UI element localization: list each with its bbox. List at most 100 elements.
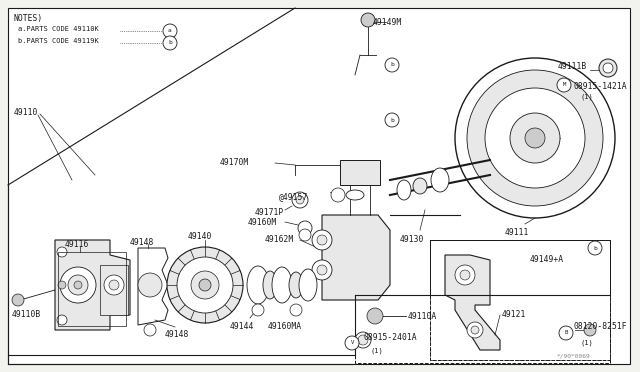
Circle shape	[68, 275, 88, 295]
Polygon shape	[322, 215, 390, 300]
Text: 49149M: 49149M	[373, 18, 403, 27]
Text: NOTES): NOTES)	[14, 14, 44, 23]
Ellipse shape	[289, 272, 303, 298]
Circle shape	[312, 260, 332, 280]
Circle shape	[559, 326, 573, 340]
Text: 49144: 49144	[230, 322, 254, 331]
Text: 08915-1421A: 08915-1421A	[573, 82, 627, 91]
Circle shape	[74, 281, 82, 289]
Circle shape	[460, 270, 470, 280]
Text: (1): (1)	[580, 340, 593, 346]
Ellipse shape	[272, 267, 292, 303]
Text: (1): (1)	[580, 93, 593, 99]
Ellipse shape	[346, 190, 364, 200]
Text: 49162M: 49162M	[265, 235, 294, 244]
Polygon shape	[445, 255, 500, 350]
Bar	[430, 240, 610, 360]
Circle shape	[167, 247, 243, 323]
Ellipse shape	[263, 271, 277, 299]
Circle shape	[57, 247, 67, 257]
Circle shape	[292, 192, 308, 208]
Text: 49149+A: 49149+A	[530, 255, 564, 264]
Circle shape	[510, 113, 560, 163]
Circle shape	[485, 88, 585, 188]
Circle shape	[467, 70, 603, 206]
Circle shape	[367, 308, 383, 324]
Text: @49157: @49157	[279, 192, 308, 201]
Circle shape	[177, 257, 233, 313]
Text: */90*0069: */90*0069	[556, 353, 590, 358]
Circle shape	[109, 280, 119, 290]
Polygon shape	[138, 248, 168, 325]
Circle shape	[163, 24, 177, 38]
Circle shape	[603, 63, 613, 73]
Circle shape	[58, 281, 66, 289]
Circle shape	[467, 322, 483, 338]
Text: a: a	[168, 29, 172, 33]
Text: 49110A: 49110A	[408, 312, 437, 321]
Text: 49160MA: 49160MA	[268, 322, 302, 331]
Text: b: b	[390, 62, 394, 67]
Text: B: B	[564, 330, 568, 336]
Ellipse shape	[413, 178, 427, 194]
Text: 49116: 49116	[65, 240, 90, 249]
Text: b: b	[390, 118, 394, 122]
Text: 49110: 49110	[14, 108, 38, 117]
Circle shape	[557, 78, 571, 92]
Ellipse shape	[397, 180, 411, 200]
Bar	[100, 265, 128, 315]
Text: 49148: 49148	[165, 330, 189, 339]
Text: 49111B: 49111B	[558, 62, 588, 71]
Ellipse shape	[247, 266, 269, 304]
Circle shape	[252, 304, 264, 316]
Text: 08120-8251F: 08120-8251F	[573, 322, 627, 331]
Text: 49171P: 49171P	[255, 208, 284, 217]
Circle shape	[471, 326, 479, 334]
Circle shape	[138, 273, 162, 297]
Circle shape	[163, 36, 177, 50]
Circle shape	[584, 324, 596, 336]
Text: a.PARTS CODE 49110K: a.PARTS CODE 49110K	[18, 26, 99, 32]
Circle shape	[60, 267, 96, 303]
Circle shape	[317, 265, 327, 275]
Text: 49160M: 49160M	[248, 218, 277, 227]
Text: 08915-2401A: 08915-2401A	[363, 333, 417, 342]
Circle shape	[104, 275, 124, 295]
Circle shape	[298, 221, 312, 235]
Text: 49170M: 49170M	[220, 158, 249, 167]
Circle shape	[355, 332, 371, 348]
Circle shape	[57, 315, 67, 325]
Circle shape	[12, 294, 24, 306]
Circle shape	[588, 241, 602, 255]
Text: M: M	[563, 83, 566, 87]
Text: 49148: 49148	[130, 238, 154, 247]
Circle shape	[358, 335, 368, 345]
Circle shape	[331, 188, 345, 202]
Bar	[355, 295, 610, 363]
Bar	[340, 160, 380, 185]
Circle shape	[290, 304, 302, 316]
Bar	[430, 240, 610, 360]
Circle shape	[599, 59, 617, 77]
Ellipse shape	[299, 269, 317, 301]
Circle shape	[312, 230, 332, 250]
Text: 49111: 49111	[505, 228, 529, 237]
Circle shape	[385, 113, 399, 127]
Circle shape	[299, 229, 311, 241]
Polygon shape	[55, 240, 130, 330]
Circle shape	[296, 196, 304, 204]
Circle shape	[525, 128, 545, 148]
Circle shape	[455, 265, 475, 285]
Circle shape	[317, 235, 327, 245]
Circle shape	[455, 58, 615, 218]
Text: (1): (1)	[370, 348, 383, 355]
Text: 49140: 49140	[188, 232, 212, 241]
Text: 49130: 49130	[400, 235, 424, 244]
Circle shape	[361, 13, 375, 27]
Text: b: b	[593, 246, 597, 250]
Circle shape	[345, 336, 359, 350]
Text: 49121: 49121	[502, 310, 526, 319]
Circle shape	[385, 58, 399, 72]
Text: 49110B: 49110B	[12, 310, 41, 319]
Ellipse shape	[431, 168, 449, 192]
